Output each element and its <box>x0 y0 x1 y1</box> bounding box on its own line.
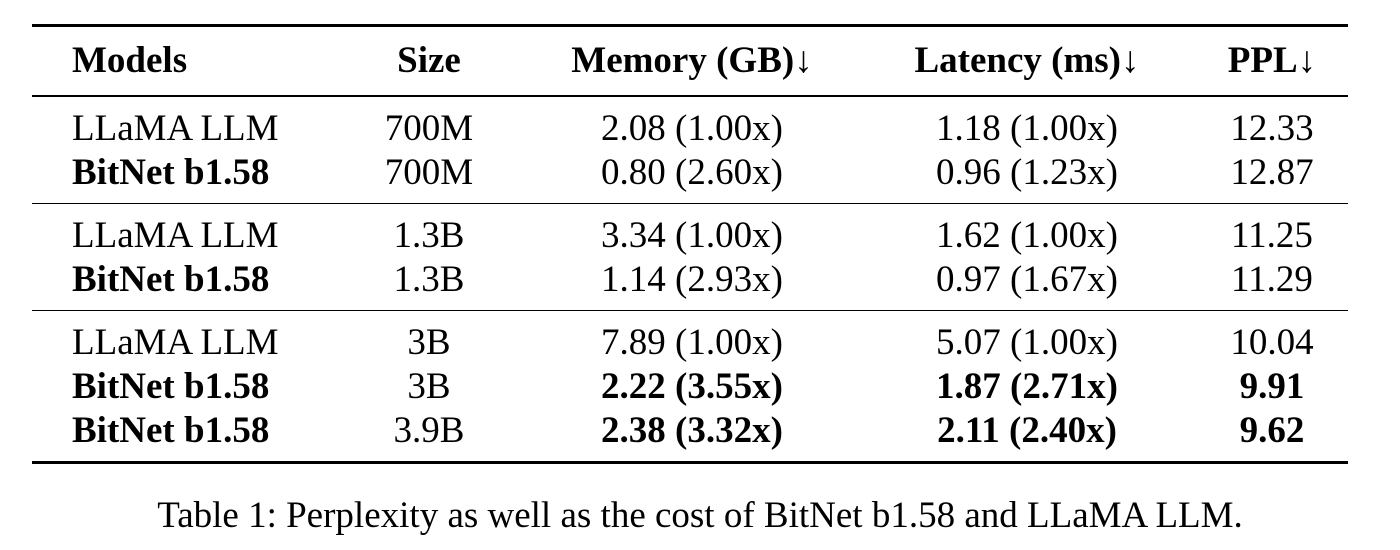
header-latency: Latency (ms)↓ <box>914 40 1140 81</box>
latency-cell: 1.62 (1.00x) <box>936 215 1118 256</box>
ppl-cell: 10.04 <box>1230 322 1314 363</box>
results-table: Models Size Memory (GB)↓ Latency (ms)↓ P… <box>32 24 1348 464</box>
latency-cell: 0.97 (1.67x) <box>936 259 1118 300</box>
table-caption: Table 1: Perplexity as well as the cost … <box>157 495 1243 536</box>
memory-cell: 2.08 (1.00x) <box>601 108 783 149</box>
size-cell: 1.3B <box>393 215 465 256</box>
memory-cell: 3.34 (1.00x) <box>601 215 783 256</box>
group-700m: LLaMA LLM 700M 2.08 (1.00x) 1.18 (1.00x)… <box>32 96 1348 204</box>
group-1-3b: LLaMA LLM 1.3B 3.34 (1.00x) 1.62 (1.00x)… <box>32 204 1348 311</box>
size-cell: 1.3B <box>393 259 465 300</box>
table-row: BitNet b1.58 3B 2.22 (3.55x) 1.87 (2.71x… <box>32 365 1348 409</box>
table-row: LLaMA LLM 3B 7.89 (1.00x) 5.07 (1.00x) 1… <box>32 311 1348 366</box>
ppl-cell: 12.87 <box>1230 152 1314 193</box>
latency-cell: 1.18 (1.00x) <box>936 108 1118 149</box>
ppl-cell: 9.62 <box>1239 410 1305 451</box>
memory-cell: 2.38 (3.32x) <box>601 410 783 451</box>
model-cell: BitNet b1.58 <box>72 152 270 193</box>
results-table-container: Models Size Memory (GB)↓ Latency (ms)↓ P… <box>32 24 1348 464</box>
header-models: Models <box>72 40 188 81</box>
latency-cell: 2.11 (2.40x) <box>937 410 1117 451</box>
memory-cell: 1.14 (2.93x) <box>601 259 783 300</box>
size-cell: 700M <box>384 152 474 193</box>
model-cell: BitNet b1.58 <box>72 410 270 451</box>
latency-cell: 0.96 (1.23x) <box>936 152 1118 193</box>
size-cell: 3B <box>407 322 451 363</box>
table-row: BitNet b1.58 700M 0.80 (2.60x) 0.96 (1.2… <box>32 151 1348 204</box>
ppl-cell: 11.29 <box>1231 259 1313 300</box>
table-row: BitNet b1.58 1.3B 1.14 (2.93x) 0.97 (1.6… <box>32 258 1348 311</box>
model-cell: LLaMA LLM <box>72 108 279 149</box>
model-cell: LLaMA LLM <box>72 322 279 363</box>
header-ppl: PPL↓ <box>1227 40 1317 81</box>
ppl-cell: 9.91 <box>1239 366 1305 407</box>
table-row: LLaMA LLM 700M 2.08 (1.00x) 1.18 (1.00x)… <box>32 96 1348 151</box>
ppl-cell: 11.25 <box>1231 215 1313 256</box>
latency-cell: 1.87 (2.71x) <box>936 366 1118 407</box>
size-cell: 3B <box>407 366 451 407</box>
table-row: LLaMA LLM 1.3B 3.34 (1.00x) 1.62 (1.00x)… <box>32 204 1348 259</box>
header-memory: Memory (GB)↓ <box>571 40 813 81</box>
header-size: Size <box>397 40 461 81</box>
model-cell: BitNet b1.58 <box>72 366 270 407</box>
memory-cell: 0.80 (2.60x) <box>601 152 783 193</box>
table-header-row: Models Size Memory (GB)↓ Latency (ms)↓ P… <box>32 25 1348 96</box>
memory-cell: 2.22 (3.55x) <box>601 366 783 407</box>
latency-cell: 5.07 (1.00x) <box>936 322 1118 363</box>
ppl-cell: 12.33 <box>1230 108 1314 149</box>
group-3b: LLaMA LLM 3B 7.89 (1.00x) 5.07 (1.00x) 1… <box>32 311 1348 463</box>
memory-cell: 7.89 (1.00x) <box>601 322 783 363</box>
model-cell: LLaMA LLM <box>72 215 279 256</box>
size-cell: 3.9B <box>393 410 465 451</box>
table-row: BitNet b1.58 3.9B 2.38 (3.32x) 2.11 (2.4… <box>32 409 1348 463</box>
model-cell: BitNet b1.58 <box>72 259 270 300</box>
size-cell: 700M <box>384 108 474 149</box>
